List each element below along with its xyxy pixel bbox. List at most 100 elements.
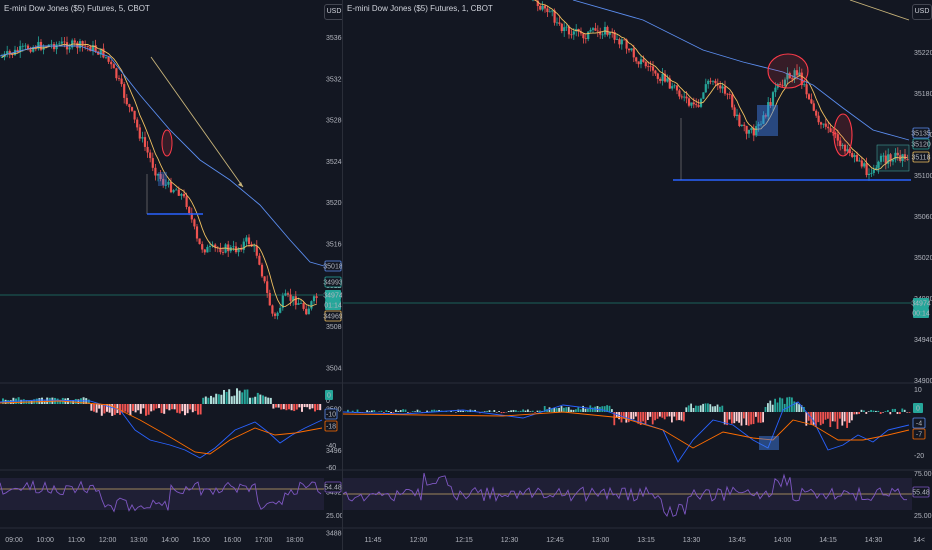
left-candle	[284, 293, 287, 296]
left-candle	[141, 137, 144, 139]
left-chart-pane[interactable]: 3536035320352803524035200351603512035080…	[0, 0, 342, 550]
left-candle	[242, 241, 245, 250]
right-macd-hist-bar	[680, 412, 683, 421]
right-candle	[867, 173, 871, 176]
annotation-box	[158, 172, 167, 186]
left-macd-hist-bar	[158, 404, 160, 409]
right-macd-hist-bar	[853, 412, 856, 415]
left-macd-hist-bar	[132, 404, 134, 411]
right-macd-hist-bar	[829, 412, 832, 428]
right-candle	[829, 128, 832, 133]
left-macd-hist-label: 0	[327, 393, 331, 400]
price-tick: 34880	[326, 531, 342, 538]
right-macd-hist-bar	[563, 407, 565, 412]
right-macd-hist-bar	[395, 409, 397, 412]
right-macd-hist-bar	[683, 412, 685, 422]
left-candle	[211, 244, 214, 246]
right-macd-hist-bar	[673, 412, 676, 417]
right-macd-hist-bar	[656, 412, 659, 419]
right-macd-hist-bar	[884, 411, 887, 412]
right-currency-button[interactable]: USD	[912, 4, 932, 20]
right-chart-title: E-mini Dow Jones ($5) Futures, 1, CBOT	[347, 4, 493, 13]
right-chart-canvas[interactable]: 3522035180351403510035060350203498034940…	[343, 0, 932, 550]
right-macd-hist-bar	[623, 412, 625, 419]
right-macd-hist-bar	[755, 412, 757, 417]
right-macd-hist-bar	[745, 412, 748, 426]
right-macd-hist-bar	[644, 412, 647, 425]
right-chart-pane[interactable]: 3522035180351403510035060350203498034940…	[343, 0, 932, 550]
right-candle	[860, 160, 863, 167]
time-tick: 13:45	[728, 537, 746, 544]
left-candle	[208, 245, 212, 247]
price-tick: 35240	[326, 159, 342, 166]
left-chart-canvas[interactable]: 3536035320352803524035200351603512035080…	[0, 0, 342, 550]
left-ma2-label: 34993	[323, 280, 342, 287]
left-macd-hist-bar	[147, 404, 150, 415]
right-macd-hist-bar	[899, 412, 901, 415]
right-macd-hist-bar	[699, 405, 702, 412]
right-candle	[843, 144, 847, 152]
right-macd-hist-bar	[735, 412, 738, 422]
left-macd-hist-bar	[217, 394, 220, 404]
left-macd-hist-bar	[238, 390, 241, 404]
left-candle	[6, 51, 9, 54]
left-macd-hist-bar	[256, 392, 259, 404]
right-macd-hist-bar	[411, 411, 414, 412]
left-candle	[312, 296, 316, 302]
left-currency-button[interactable]: USD	[324, 4, 342, 20]
left-candle	[237, 248, 240, 253]
right-candle	[548, 11, 551, 13]
right-candle	[723, 86, 727, 94]
right-candle	[678, 90, 681, 97]
right-macd-hist-bar	[791, 397, 793, 412]
right-candle	[841, 144, 844, 147]
left-candle	[63, 41, 66, 43]
right-macd-hist-bar	[553, 407, 556, 412]
right-candle	[884, 155, 887, 164]
right-macd-hist-bar	[639, 412, 642, 425]
right-candle	[740, 124, 743, 127]
price-tick: 35040	[326, 365, 342, 372]
right-macd-hist-bar	[433, 409, 436, 412]
left-ma-slow-line	[0, 45, 325, 267]
right-ma2-label-bg	[912, 138, 930, 150]
right-candle	[668, 78, 671, 89]
right-macd-hist-bar	[635, 412, 637, 417]
right-macd-hist-bar	[723, 412, 726, 425]
right-macd-hist-bar	[738, 412, 740, 423]
right-macd-hist-bar	[575, 409, 577, 412]
left-macd-hist-bar	[137, 404, 140, 411]
right-macd-hist-bar	[762, 412, 764, 423]
left-macd-hist-bar	[108, 404, 111, 413]
left-candle	[86, 46, 89, 47]
left-candle	[193, 219, 196, 227]
right-candle	[791, 78, 794, 80]
right-macd-hist-bar	[843, 412, 846, 422]
right-macd-hist-bar	[659, 412, 661, 417]
right-candle	[747, 130, 751, 134]
right-candle	[555, 22, 559, 24]
left-candle	[8, 51, 11, 54]
left-candle	[50, 43, 53, 45]
right-candle	[731, 94, 734, 108]
left-signal-line	[0, 400, 323, 455]
annotation-circle	[833, 113, 853, 157]
pane-divider[interactable]	[342, 0, 343, 550]
right-macd-hist-bar	[690, 403, 692, 412]
right-macd-hist-bar	[764, 406, 767, 412]
right-macd-hist-bar	[678, 412, 680, 421]
left-candle	[128, 104, 131, 108]
left-macd-hist-bar	[204, 396, 207, 404]
right-macd-hist-bar	[901, 408, 904, 412]
left-candle	[154, 167, 157, 176]
left-macd-hist-bar	[316, 404, 319, 411]
right-macd-label-bg	[912, 417, 926, 429]
right-macd-hist-bar	[779, 397, 781, 412]
time-tick: 13:00	[130, 537, 148, 544]
time-tick: 12:45	[546, 537, 564, 544]
right-macd-hist-bar	[863, 410, 865, 412]
right-candle	[728, 94, 731, 95]
left-macd-hist-bar	[254, 396, 257, 404]
right-macd-hist-bar	[891, 408, 894, 412]
left-candle	[164, 184, 167, 186]
